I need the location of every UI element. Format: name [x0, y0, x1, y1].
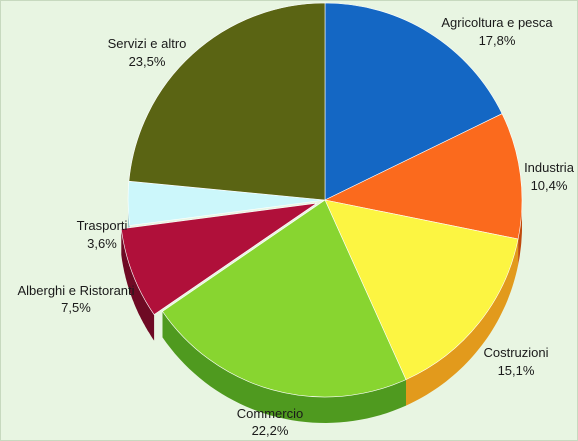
slice-label-group-alberghi: Alberghi e Ristoranti 7,5% — [17, 283, 134, 315]
pie-side-4 — [121, 228, 155, 341]
slice-value-industria: 10,4% — [531, 178, 568, 193]
slice-value-trasporti: 3,6% — [87, 236, 117, 251]
slice-label-group-servizi: Servizi e altro 23,5% — [108, 36, 187, 69]
slice-label-group-agricoltura: Agricoltura e pesca 17,8% — [441, 15, 553, 48]
slice-label-servizi: Servizi e altro — [108, 36, 187, 51]
slice-value-commercio: 22,2% — [252, 423, 289, 438]
pie-side-3 — [162, 311, 406, 423]
slice-label-industria: Industria — [524, 160, 575, 175]
pie-slice-costruzioni — [324, 199, 519, 380]
pie-slice-agricoltura — [324, 2, 503, 201]
slice-value-servizi: 23,5% — [129, 54, 166, 69]
pie-slice-alberghi — [120, 202, 317, 316]
slice-value-costruzioni: 15,1% — [498, 363, 535, 378]
slice-label-trasporti: Trasporti — [77, 218, 128, 233]
pie-slice-commercio — [162, 199, 407, 398]
slice-value-alberghi: 7,5% — [61, 300, 91, 315]
pie-slice-servizi — [128, 2, 326, 201]
slice-label-group-industria: Industria 10,4% — [524, 160, 575, 193]
slice-label-alberghi: Alberghi e Ristoranti — [17, 283, 134, 298]
slice-label-agricoltura: Agricoltura e pesca — [441, 15, 553, 30]
pie-side-2 — [406, 239, 519, 406]
slice-label-commercio: Commercio — [237, 406, 303, 421]
slice-label-group-costruzioni: Costruzioni 15,1% — [483, 345, 548, 378]
slice-value-agricoltura: 17,8% — [479, 33, 516, 48]
pie-slices — [120, 2, 523, 398]
slice-label-group-commercio: Commercio 22,2% — [237, 406, 303, 438]
slice-label-costruzioni: Costruzioni — [483, 345, 548, 360]
pie-side-1 — [518, 197, 522, 265]
slice-label-group-trasporti: Trasporti 3,6% — [77, 218, 128, 251]
pie-slice-industria — [324, 113, 523, 240]
